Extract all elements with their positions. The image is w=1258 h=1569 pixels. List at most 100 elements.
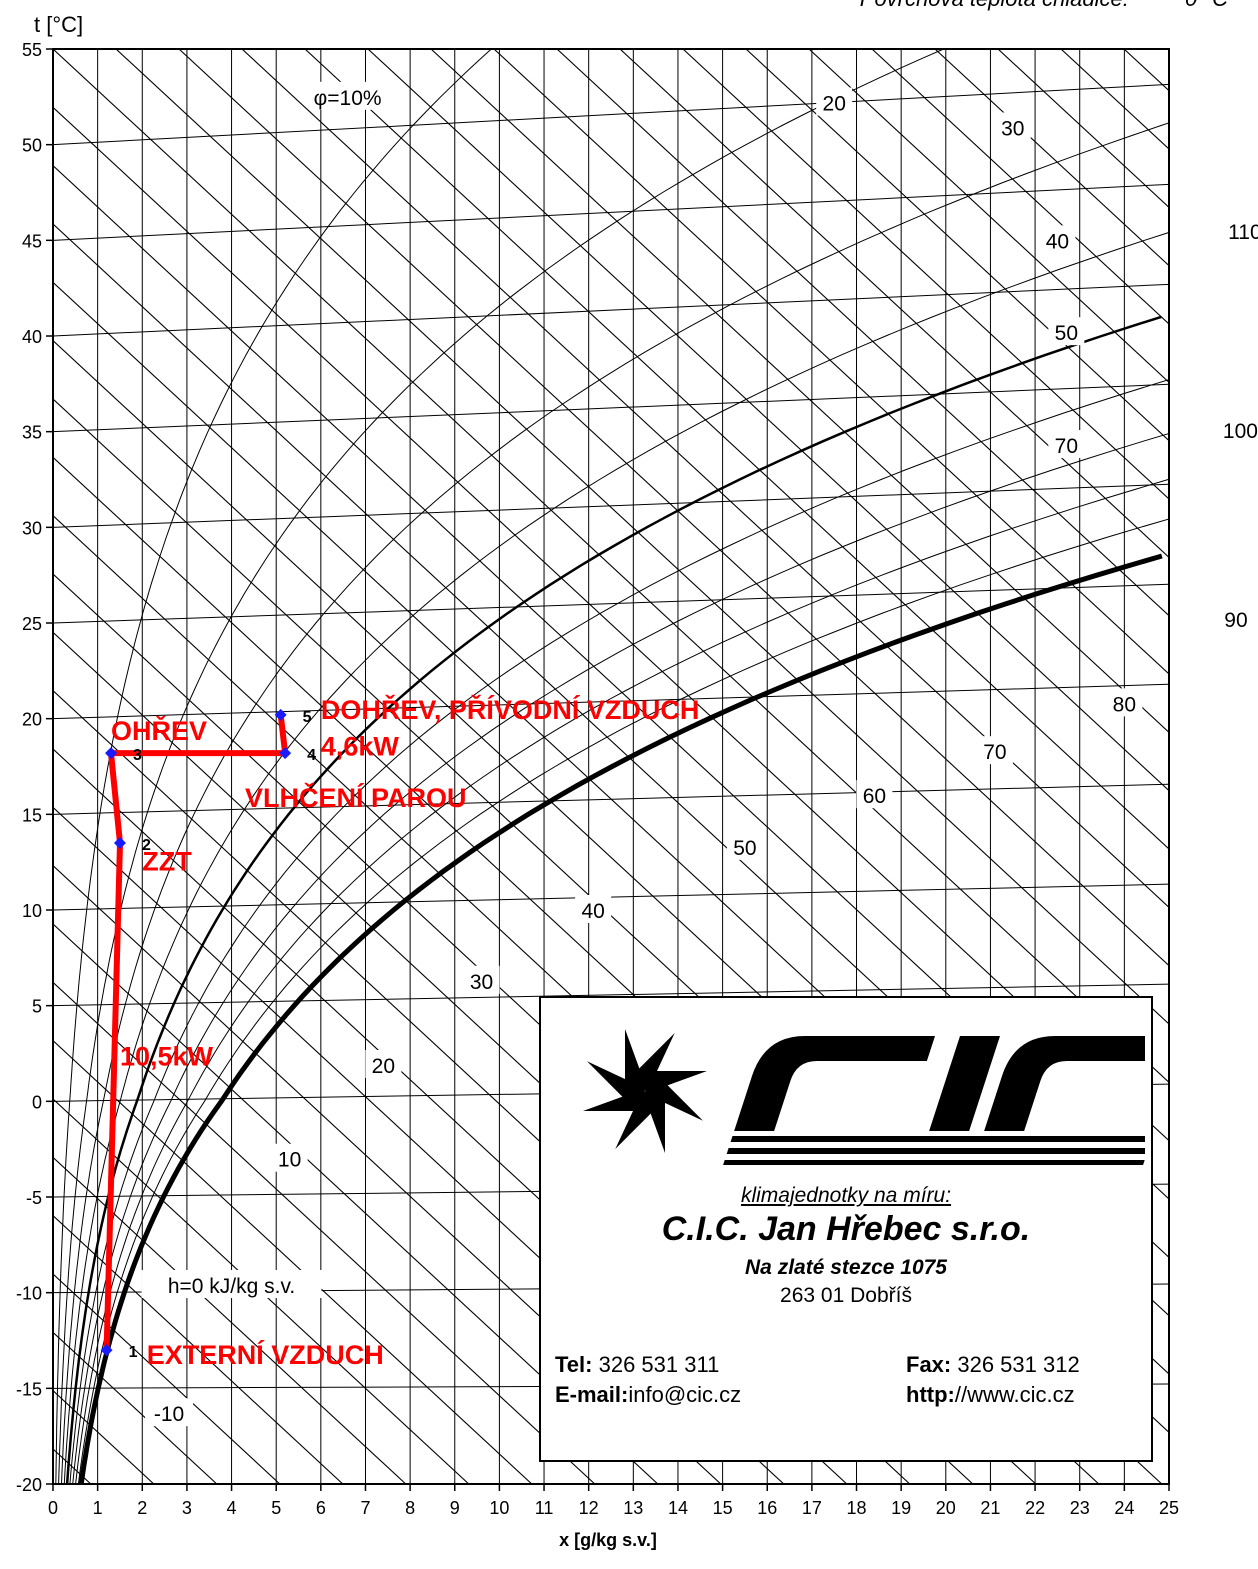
enthalpy-line <box>53 1039 533 1484</box>
enthalpy-line <box>53 1214 344 1484</box>
rh-label: 20 <box>823 93 846 116</box>
web-label: http: <box>906 1382 955 1407</box>
enthalpy-label: -10 <box>154 1403 184 1426</box>
rh-curve <box>61 122 1169 1484</box>
x-tick-label: 0 <box>48 1498 58 1518</box>
enthalpy-label: 50 <box>733 837 756 860</box>
process-point <box>279 747 292 760</box>
x-tick-label: 23 <box>1070 1498 1090 1518</box>
enthalpy-label: 60 <box>863 785 886 808</box>
y-tick-label: 10 <box>22 901 42 921</box>
enthalpy-label: 30 <box>470 971 493 994</box>
rh-curve <box>63 231 1169 1484</box>
saturation-curve <box>78 553 1163 1484</box>
enthalpy-line <box>493 49 1169 675</box>
x-tick-label: 22 <box>1025 1498 1045 1518</box>
enthalpy-line <box>53 864 722 1484</box>
enthalpy-line <box>53 106 1169 1142</box>
rh-label: φ=10% <box>314 87 382 110</box>
rh-curve <box>72 433 1169 1484</box>
x-tick-label: 2 <box>137 1498 147 1518</box>
x-axis-label: x [g/kg s.v.] <box>559 1530 657 1550</box>
card-city: 263 01 Dobříš <box>780 1284 912 1307</box>
enthalpy-line <box>53 49 1169 1084</box>
enthalpy-line <box>304 49 1169 850</box>
enthalpy-label: 40 <box>581 900 604 923</box>
card-contact-left: Tel: 326 531 311 E-mail:info@cic.cz <box>555 1350 741 1410</box>
enthalpy-line <box>1187 49 1258 1484</box>
enthalpy-line <box>53 981 596 1484</box>
x-tick-label: 14 <box>668 1498 688 1518</box>
process-point-label: 3 <box>133 747 142 764</box>
enthalpy-label-bg <box>463 965 500 994</box>
enthalpy-line <box>53 923 659 1484</box>
rh-curve-50 <box>65 315 1162 1484</box>
header-note-value: 0 °C <box>1185 0 1228 11</box>
enthalpy-label-bg <box>1220 215 1258 244</box>
enthalpy-label-bg <box>1106 688 1143 717</box>
process-point <box>105 747 118 760</box>
enthalpy-label-bg <box>141 1270 322 1299</box>
rh-label-bg <box>311 81 384 110</box>
enthalpy-label-bg <box>856 780 893 809</box>
pinwheel-blade <box>637 1033 675 1091</box>
enthalpy-line <box>115 49 1169 1025</box>
enthalpy-line <box>808 49 1169 384</box>
y-tick-label: -15 <box>16 1379 42 1399</box>
rh-label: 50 <box>1055 322 1078 345</box>
fax-label: Fax: <box>906 1352 952 1377</box>
process-annotation: ZZT <box>142 846 192 876</box>
enthalpy-line <box>53 223 1169 1259</box>
enthalpy-line <box>53 164 1169 1200</box>
y-tick-label: 45 <box>22 231 42 251</box>
y-tick-label: 25 <box>22 614 42 634</box>
x-tick-label: 17 <box>802 1498 822 1518</box>
enthalpy-label: 100 <box>1223 420 1258 443</box>
enthalpy-label-bg <box>726 831 763 860</box>
isotherm-line <box>53 583 1169 624</box>
rh-label-bg <box>1048 430 1085 459</box>
y-tick-label: -20 <box>16 1475 42 1495</box>
rh-curve <box>69 379 1169 1484</box>
pinwheel-blade-shape <box>587 1061 645 1099</box>
fax-value: 326 531 312 <box>951 1352 1080 1377</box>
isotherm-line <box>53 983 1169 1007</box>
email-label: E-mail: <box>555 1382 629 1407</box>
x-tick-label: 25 <box>1159 1498 1179 1518</box>
y-tick-label: 0 <box>32 1092 42 1112</box>
x-tick-label: 8 <box>405 1498 415 1518</box>
tel-label: Tel: <box>555 1352 593 1377</box>
process-annotation: 10,5kW <box>120 1041 214 1071</box>
pinwheel-blade-shape <box>615 1091 653 1149</box>
process-point-label: 2 <box>142 837 151 854</box>
x-tick-label: 3 <box>182 1498 192 1518</box>
rh-curve <box>58 49 945 1484</box>
isotherm-line <box>53 683 1169 720</box>
enthalpy-line <box>619 49 1169 559</box>
email-value: info@cic.cz <box>628 1382 742 1407</box>
enthalpy-label: h=0 kJ/kg s.v. <box>168 1275 295 1298</box>
x-tick-label: 4 <box>227 1498 237 1518</box>
enthalpy-label: 70 <box>983 741 1006 764</box>
enthalpy-label-bg <box>1216 414 1258 443</box>
y-tick-label: 35 <box>22 423 42 443</box>
enthalpy-label: 20 <box>372 1055 395 1078</box>
tel-value: 326 531 311 <box>592 1352 720 1377</box>
pinwheel-blade-shape <box>637 1033 675 1091</box>
process-point-label: 4 <box>307 747 316 764</box>
x-tick-label: 21 <box>980 1498 1000 1518</box>
enthalpy-line <box>682 49 1169 500</box>
x-tick-label: 6 <box>316 1498 326 1518</box>
y-tick-label: 50 <box>22 136 42 156</box>
x-tick-label: 5 <box>271 1498 281 1518</box>
pinwheel-blade <box>587 1061 645 1099</box>
rh-label-bg <box>1048 317 1085 346</box>
enthalpy-line <box>430 49 1169 734</box>
x-tick-label: 12 <box>579 1498 599 1518</box>
process-annotation: VLHČENÍ PAROU <box>245 782 467 813</box>
header-note-label: Povrchová teplota chladiče: <box>860 0 1129 11</box>
process-annotation: OHŘEV <box>111 715 207 746</box>
y-tick-label: -10 <box>16 1284 42 1304</box>
process-point-label: 5 <box>303 709 312 726</box>
enthalpy-label: 80 <box>1113 693 1136 716</box>
